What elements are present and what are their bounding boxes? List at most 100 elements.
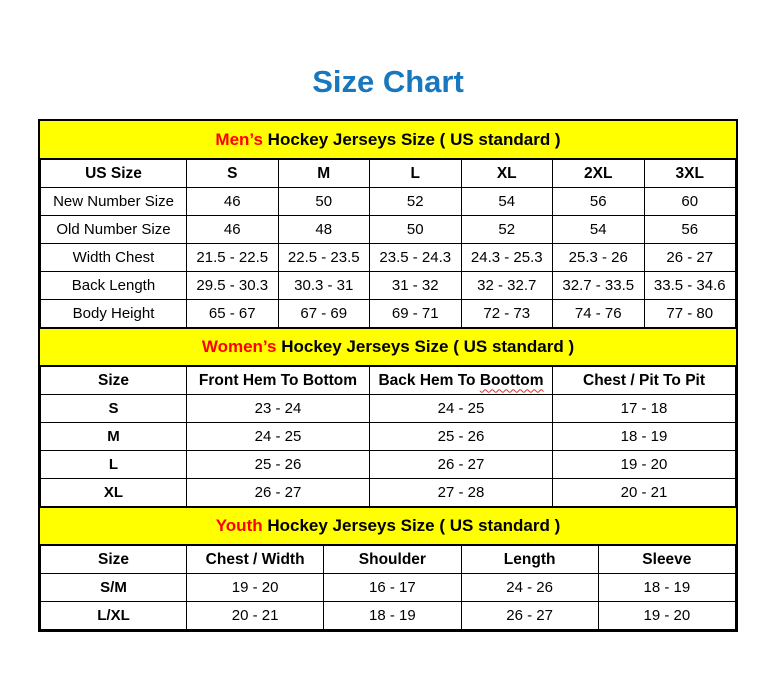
size-value-cell: 67 - 69 — [277, 299, 370, 328]
table-row: S 23 - 24 24 - 25 17 - 18 — [40, 394, 736, 423]
table-row: Back Length 29.5 - 30.3 30.3 - 31 31 - 32 32… — [40, 271, 736, 300]
section-band-mens: Men’s Hockey Jerseys Size ( US standard … — [40, 121, 736, 159]
column-header: S — [186, 159, 279, 188]
size-value-cell: 25.3 - 26 — [552, 243, 645, 272]
section-band-womens: Women’s Hockey Jerseys Size ( US standar… — [40, 328, 736, 366]
size-value-cell: 74 - 76 — [552, 299, 645, 328]
table-row: M 24 - 25 25 - 26 18 - 19 — [40, 422, 736, 451]
size-value-cell: 77 - 80 — [643, 299, 736, 328]
table-row: New Number Size 46 50 52 54 56 60 — [40, 187, 736, 216]
table-row: XL 26 - 27 27 - 28 20 - 21 — [40, 478, 736, 507]
size-value-cell: 20 - 21 — [552, 478, 736, 507]
column-header: 3XL — [643, 159, 736, 188]
band-highlight: Women’s — [201, 337, 277, 356]
size-value-cell: 33.5 - 34.6 — [643, 271, 736, 300]
row-label: XL — [40, 478, 187, 507]
band-text: Hockey Jerseys Size ( US standard ) — [262, 129, 561, 149]
size-value-cell: 31 - 32 — [369, 271, 462, 300]
size-value-cell: 48 — [277, 215, 370, 244]
column-header: Sleeve — [597, 545, 737, 574]
column-header: Length — [460, 545, 599, 574]
womens-size-table: Size Front Hem To Bottom Back Hem To Boott… — [40, 366, 736, 507]
row-label: New Number Size — [40, 187, 187, 216]
column-header: XL — [460, 159, 553, 188]
size-value-cell: 25 - 26 — [186, 450, 370, 479]
row-label: Old Number Size — [40, 215, 187, 244]
header-row: Size Chest / Width Shoulder Length Sleeve — [40, 545, 737, 574]
table-row: S/M 19 - 20 16 - 17 24 - 26 18 - 19 — [40, 573, 737, 602]
size-value-cell: 19 - 20 — [597, 601, 737, 630]
page-title: Size Chart — [312, 64, 464, 99]
size-value-cell: 19 - 20 — [552, 450, 736, 479]
size-value-cell: 18 - 19 — [552, 422, 736, 451]
mens-size-table: US Size S M L XL 2XL 3XL New Number Size 46 50 52 5… — [40, 159, 736, 328]
row-label: L — [40, 450, 187, 479]
size-value-cell: 23 - 24 — [186, 394, 370, 423]
size-value-cell: 60 — [643, 187, 736, 216]
column-header: 2XL — [552, 159, 645, 188]
row-label: Width Chest — [40, 243, 187, 272]
size-value-cell: 69 - 71 — [369, 299, 462, 328]
size-value-cell: 24 - 25 — [369, 394, 553, 423]
size-value-cell: 52 — [369, 187, 462, 216]
youth-size-table: Size Chest / Width Shoulder Length Sleeve S/M… — [40, 545, 737, 630]
size-value-cell: 46 — [186, 187, 279, 216]
size-value-cell: 22.5 - 23.5 — [277, 243, 370, 272]
column-header: Front Hem To Bottom — [186, 366, 370, 395]
size-value-cell: 23.5 - 24.3 — [369, 243, 462, 272]
size-value-cell: 26 - 27 — [460, 601, 599, 630]
row-label: L/XL — [40, 601, 187, 630]
band-text: Hockey Jerseys Size ( US standard ) — [276, 337, 575, 356]
column-header: Chest / Width — [185, 545, 325, 574]
band-text: Hockey Jerseys Size ( US standard ) — [262, 516, 561, 535]
size-value-cell: 26 - 27 — [369, 450, 553, 479]
header-row: US Size S M L XL 2XL 3XL — [40, 159, 736, 188]
size-value-cell: 24.3 - 25.3 — [460, 243, 553, 272]
size-value-cell: 30.3 - 31 — [277, 271, 370, 300]
size-value-cell: 16 - 17 — [323, 573, 462, 602]
size-value-cell: 50 — [369, 215, 462, 244]
column-header: Chest / Pit To Pit — [552, 366, 736, 395]
row-label: M — [40, 422, 187, 451]
size-value-cell: 26 - 27 — [643, 243, 736, 272]
row-label: S/M — [40, 573, 187, 602]
row-label: Back Length — [40, 271, 187, 300]
size-value-cell: 26 - 27 — [186, 478, 370, 507]
column-header: Size — [40, 545, 187, 574]
size-chart-tables: Men’s Hockey Jerseys Size ( US standard … — [38, 119, 738, 632]
size-value-cell: 27 - 28 — [369, 478, 553, 507]
size-value-cell: 46 — [186, 215, 279, 244]
size-value-cell: 32 - 32.7 — [460, 271, 553, 300]
table-row: Body Height 65 - 67 67 - 69 69 - 71 72 - 73 7… — [40, 299, 736, 328]
size-value-cell: 56 — [552, 187, 645, 216]
row-label: Body Height — [40, 299, 187, 328]
size-value-cell: 19 - 20 — [185, 573, 325, 602]
size-value-cell: 29.5 - 30.3 — [186, 271, 279, 300]
table-row: Old Number Size 46 48 50 52 54 56 — [40, 215, 736, 244]
size-value-cell: 20 - 21 — [185, 601, 325, 630]
size-value-cell: 56 — [643, 215, 736, 244]
size-value-cell: 65 - 67 — [186, 299, 279, 328]
section-band-youth: Youth Hockey Jerseys Size ( US standard … — [40, 507, 736, 545]
column-header: Size — [40, 366, 187, 395]
size-value-cell: 24 - 25 — [186, 422, 370, 451]
spellcheck-squiggle-word: Boottom — [479, 371, 544, 389]
column-header: Back Hem To Boottom — [369, 366, 553, 395]
size-value-cell: 54 — [460, 187, 553, 216]
size-value-cell: 18 - 19 — [323, 601, 462, 630]
table-row: L/XL 20 - 21 18 - 19 26 - 27 19 - 20 — [40, 601, 737, 630]
size-value-cell: 72 - 73 — [460, 299, 553, 328]
size-value-cell: 18 - 19 — [597, 573, 737, 602]
size-value-cell: 54 — [552, 215, 645, 244]
size-value-cell: 24 - 26 — [460, 573, 599, 602]
column-header: M — [277, 159, 370, 188]
band-highlight: Youth — [215, 516, 263, 535]
size-value-cell: 50 — [277, 187, 370, 216]
size-value-cell: 17 - 18 — [552, 394, 736, 423]
row-label: S — [40, 394, 187, 423]
band-highlight: Men’s — [215, 129, 263, 149]
header-row: Size Front Hem To Bottom Back Hem To Boott… — [40, 366, 736, 395]
table-row: Width Chest 21.5 - 22.5 22.5 - 23.5 23.5 - … — [40, 243, 736, 272]
size-value-cell: 21.5 - 22.5 — [186, 243, 279, 272]
column-header: US Size — [40, 159, 187, 188]
